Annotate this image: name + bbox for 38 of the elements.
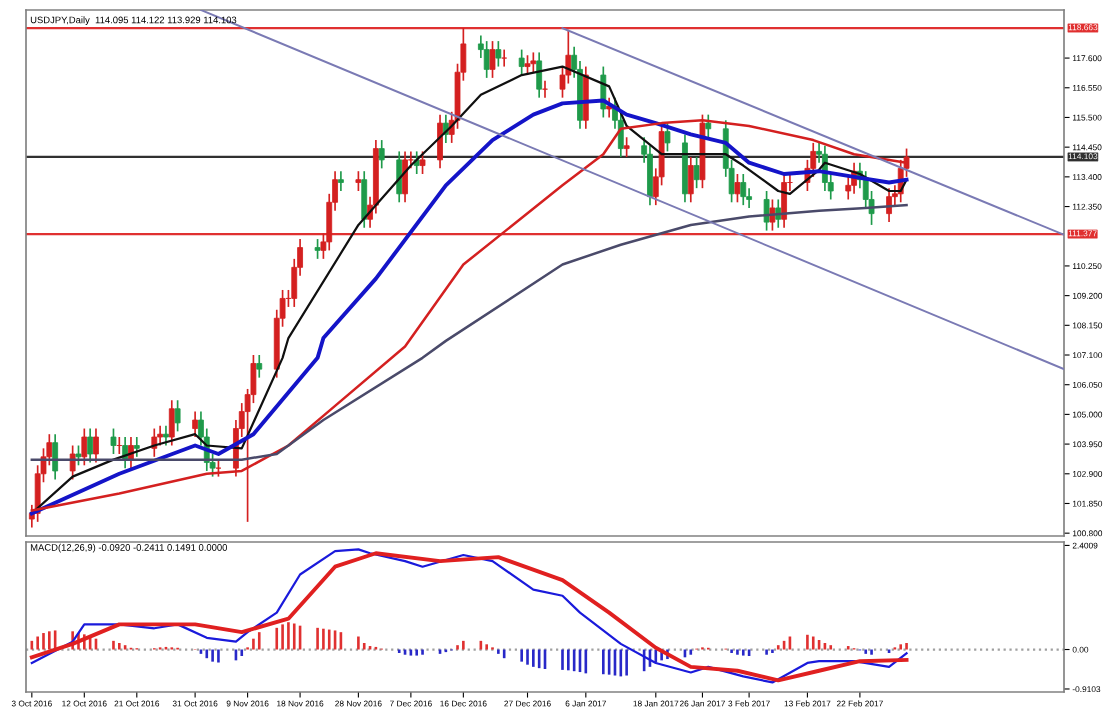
candlestick — [705, 113, 712, 139]
candlestick — [647, 144, 653, 206]
candlestick — [338, 170, 344, 192]
candlestick — [536, 51, 543, 99]
candlestick — [734, 173, 741, 204]
candlestick — [396, 150, 403, 204]
candlestick — [495, 40, 502, 68]
candlestick — [87, 427, 94, 464]
candlestick — [192, 410, 199, 438]
candlestick — [52, 433, 59, 481]
candlestick — [530, 51, 537, 74]
candlestick — [501, 48, 508, 68]
candlestick — [489, 40, 496, 79]
candlestick — [623, 136, 630, 158]
candlestick — [314, 238, 321, 260]
candlestick — [693, 156, 700, 189]
candlestick — [81, 427, 88, 467]
candlestick — [740, 173, 747, 206]
candlestick — [110, 427, 117, 455]
candlestick — [419, 150, 426, 175]
line-series — [30, 203, 908, 461]
candlestick — [256, 354, 263, 379]
candlestick — [93, 427, 99, 464]
candlestick — [355, 170, 362, 192]
candlestick — [518, 48, 525, 76]
candlestick — [75, 444, 82, 467]
candlestick — [775, 198, 782, 229]
candlestick — [378, 139, 385, 170]
candlestick — [174, 399, 181, 433]
candlestick — [763, 190, 770, 232]
candlestick — [402, 150, 408, 204]
candlestick — [361, 170, 368, 229]
candlestick — [168, 399, 175, 447]
candlestick — [664, 122, 671, 153]
candlestick — [133, 436, 140, 458]
candlestick — [163, 424, 169, 447]
candlestick — [437, 113, 443, 170]
candlestick — [687, 156, 694, 204]
